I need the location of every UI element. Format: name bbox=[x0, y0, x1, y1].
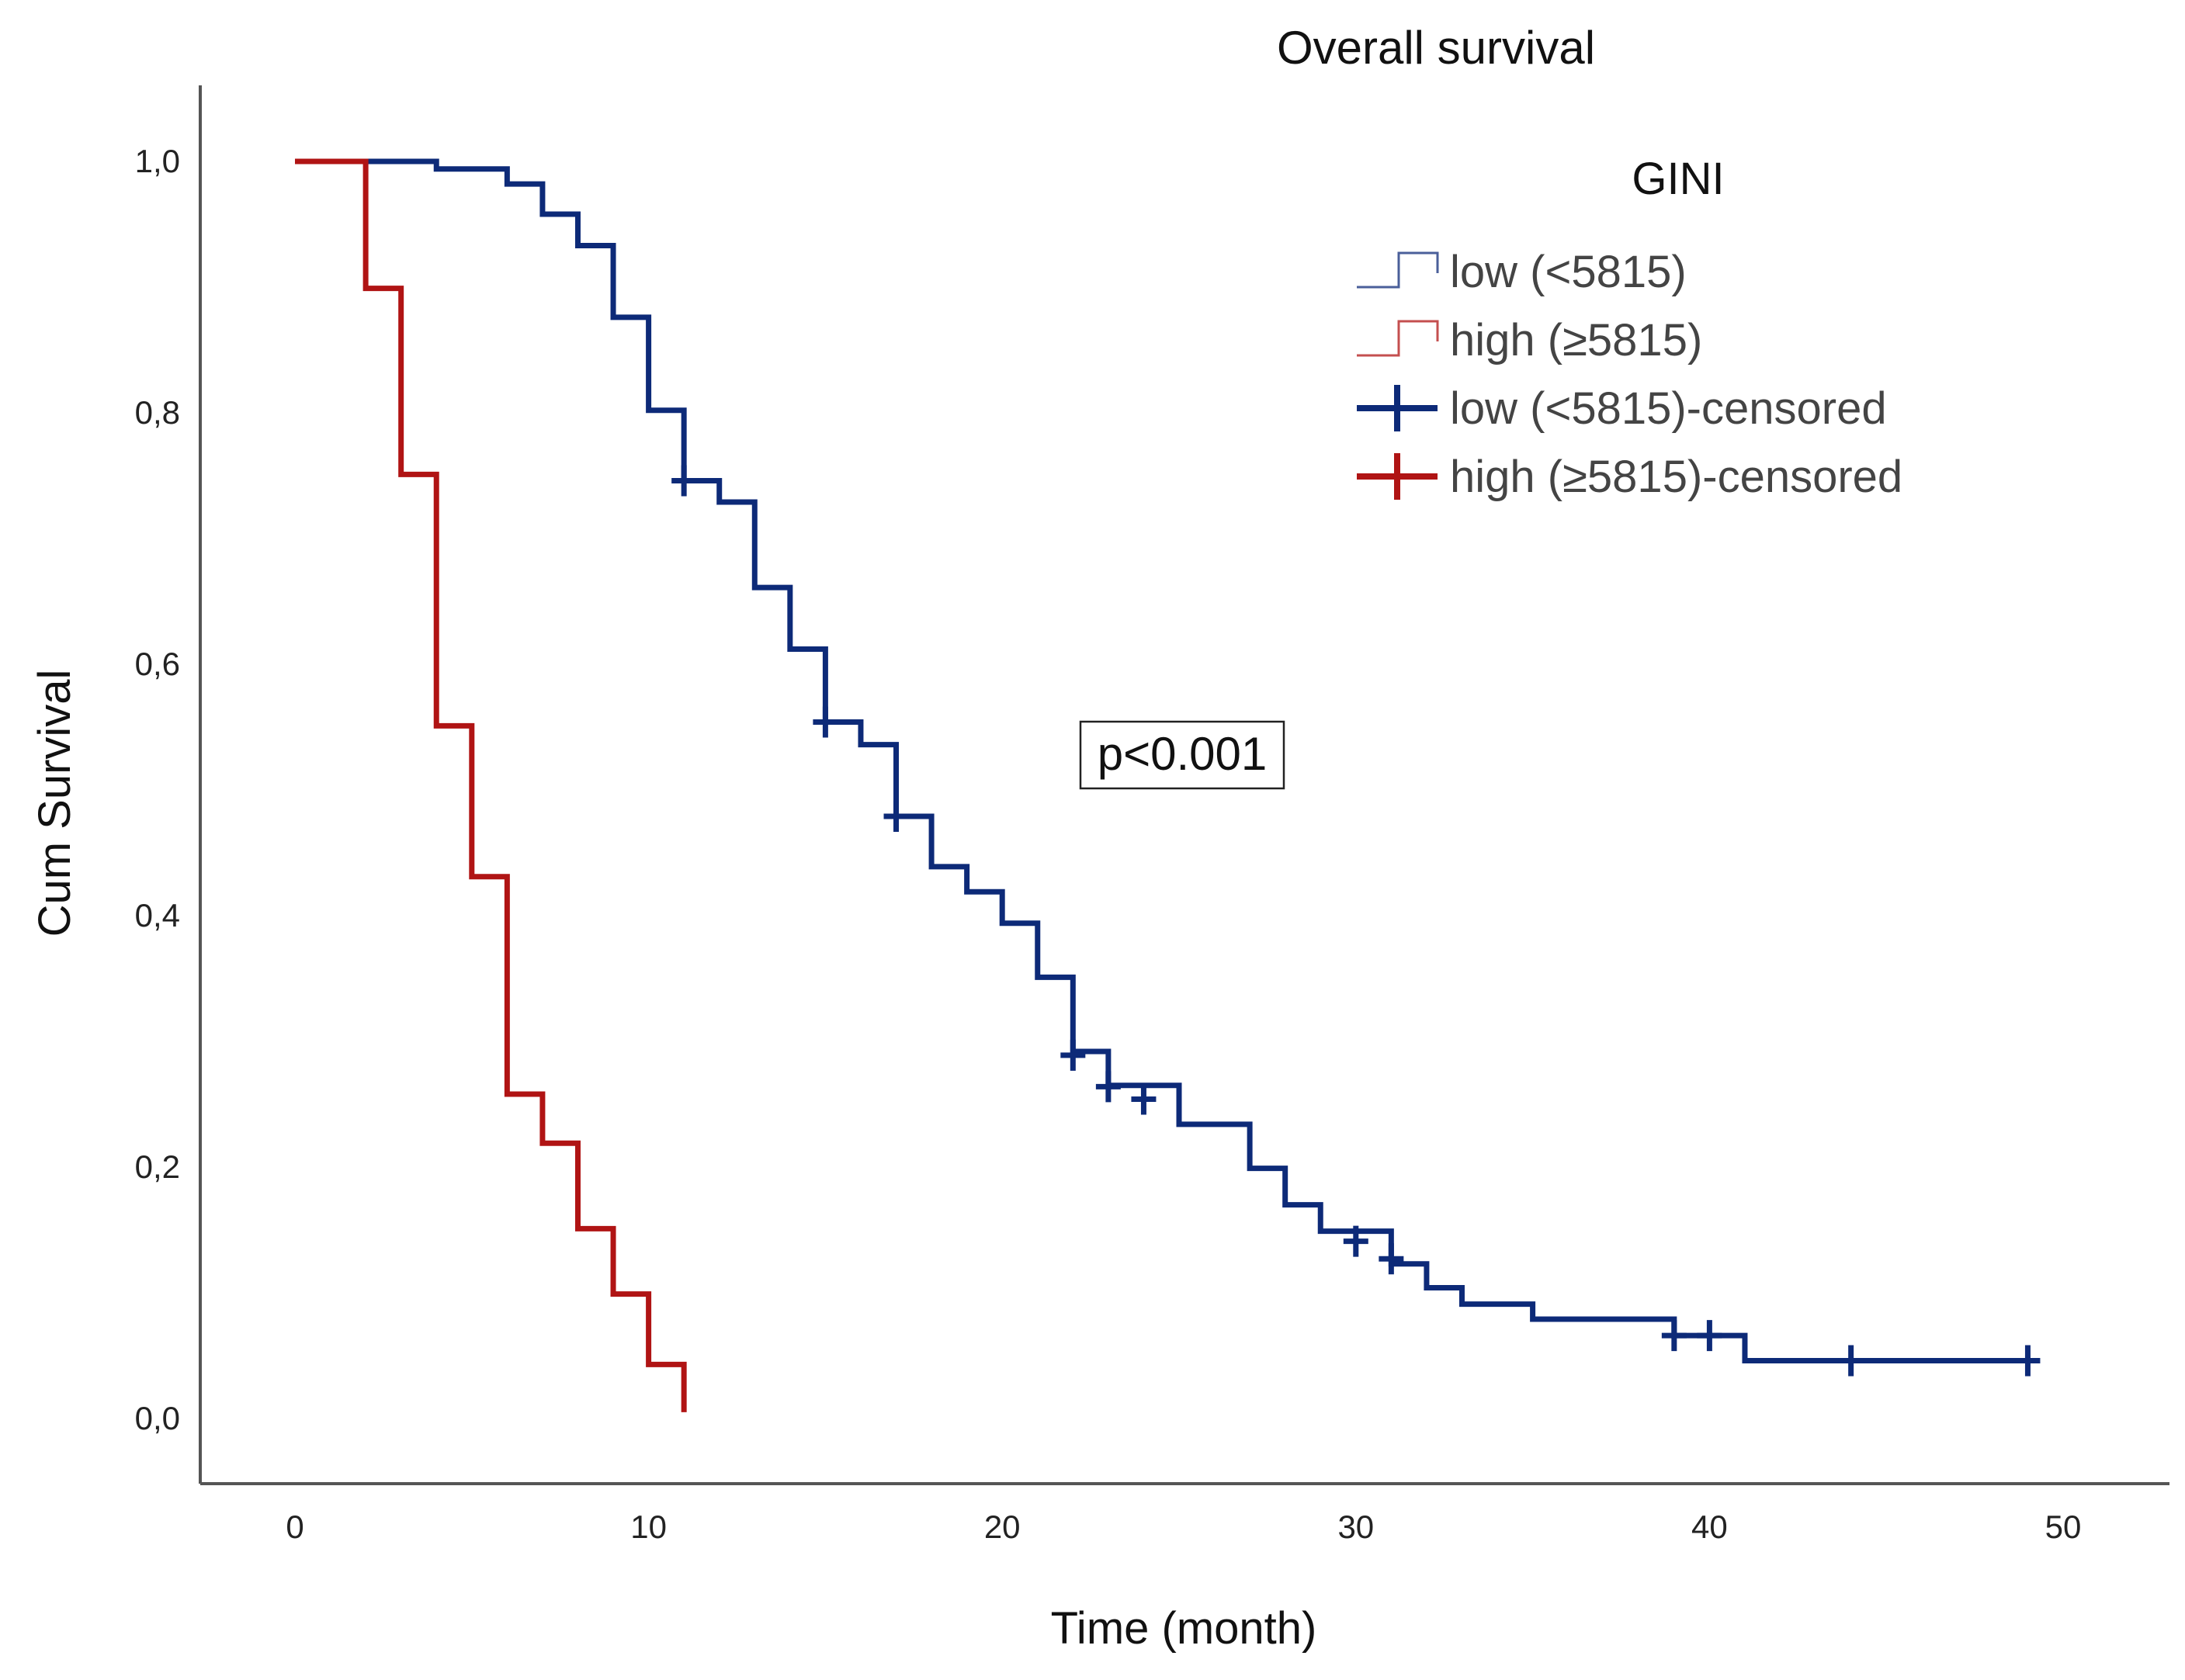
legend-entry-low-line: low (<5815) bbox=[1357, 247, 1687, 297]
legend-symbol-high-line bbox=[1357, 320, 1439, 357]
series-line-high bbox=[295, 158, 687, 1412]
legend-entry-low-censored: low (<5815)-censored bbox=[1357, 383, 1887, 434]
censor-mark-low bbox=[2015, 1345, 2041, 1377]
x-tick-label: 30 bbox=[1337, 1509, 1374, 1545]
legend-title: GINI bbox=[1632, 154, 1724, 204]
censor-mark-low bbox=[883, 801, 909, 833]
legend-entry-high-censored: high (≥5815)-censored bbox=[1357, 452, 1902, 502]
legend-entry-high-line: high (≥5815) bbox=[1357, 315, 1702, 365]
censor-mark-low bbox=[1095, 1071, 1121, 1103]
x-tick-labels: 0 10 20 30 40 50 bbox=[286, 1509, 2081, 1545]
legend-label-high-censored: high (≥5815)-censored bbox=[1450, 452, 1902, 502]
x-tick-label: 20 bbox=[984, 1509, 1021, 1545]
p-value-label: p<0.001 bbox=[1098, 728, 1268, 780]
series-high bbox=[295, 158, 687, 1412]
censor-mark-low bbox=[1661, 1320, 1687, 1352]
y-tick-label: 0,0 bbox=[135, 1400, 180, 1436]
y-tick-label: 0,4 bbox=[135, 897, 180, 934]
y-tick-labels: 0,0 0,2 0,4 0,6 0,8 1,0 bbox=[135, 143, 180, 1436]
p-value-box bbox=[1079, 720, 1285, 790]
x-axis-title: Time (month) bbox=[1051, 1603, 1317, 1654]
chart-title: Overall survival bbox=[1277, 22, 1595, 74]
legend-symbol-high-censored bbox=[1357, 453, 1438, 500]
censor-mark-low bbox=[1343, 1225, 1368, 1257]
legend-label-high-line: high (≥5815) bbox=[1450, 315, 1702, 365]
censor-mark-low bbox=[1838, 1345, 1864, 1377]
p-value-annotation: p<0.001 bbox=[1079, 720, 1285, 790]
legend-symbol-low-line bbox=[1357, 251, 1439, 289]
censor-mark-low bbox=[671, 465, 697, 497]
x-tick-label: 0 bbox=[286, 1509, 303, 1545]
censor-mark-low bbox=[1131, 1083, 1157, 1115]
y-tick-label: 0,8 bbox=[135, 394, 180, 431]
series-line-low bbox=[295, 158, 2028, 1363]
x-tick-label: 40 bbox=[1691, 1509, 1728, 1545]
censor-mark-low bbox=[1697, 1320, 1722, 1352]
x-tick-label: 10 bbox=[630, 1509, 667, 1545]
y-axis-title: Cum Survival bbox=[29, 670, 80, 937]
y-tick-label: 1,0 bbox=[135, 143, 180, 179]
legend-label-low-line: low (<5815) bbox=[1450, 247, 1687, 297]
censor-mark-low bbox=[813, 706, 838, 738]
series-low bbox=[295, 158, 2041, 1377]
y-tick-label: 0,2 bbox=[135, 1148, 180, 1185]
legend: GINI low (<5815) high (≥5815) low (<5815… bbox=[1357, 154, 1902, 502]
x-tick-label: 50 bbox=[2045, 1509, 2082, 1545]
censor-mark-low bbox=[1379, 1243, 1404, 1275]
legend-label-low-censored: low (<5815)-censored bbox=[1450, 383, 1887, 434]
y-tick-label: 0,6 bbox=[135, 646, 180, 682]
legend-symbol-low-censored bbox=[1357, 385, 1438, 431]
censor-mark-low bbox=[1060, 1039, 1086, 1071]
series-layer bbox=[295, 158, 2041, 1412]
